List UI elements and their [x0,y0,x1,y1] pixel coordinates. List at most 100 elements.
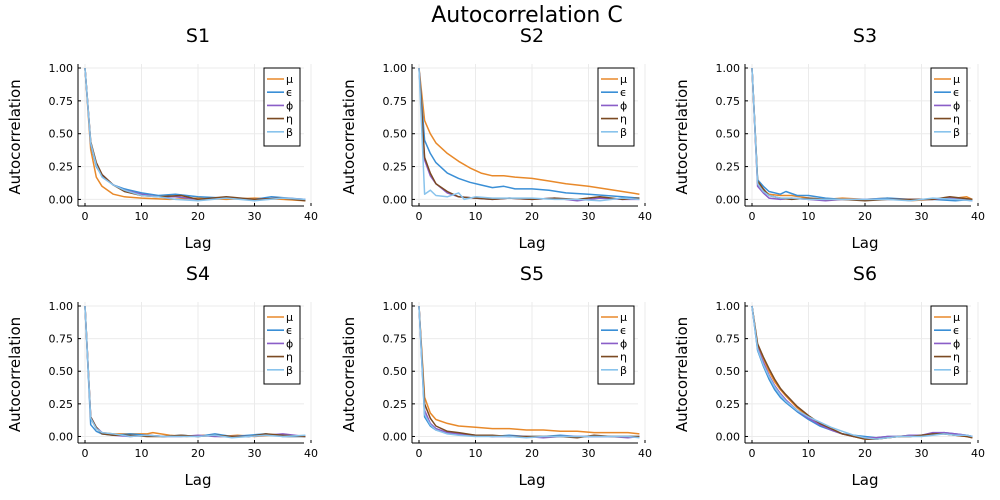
legend-label: ϕ [953,337,960,350]
legend-label: ϵ [620,86,627,99]
subplot-s2: 0 10 20 30 40 0.00 0.25 0.50 0.75 1.00 S2 Lag Autoco… [340,25,652,252]
y-tick-label: 1.00 [383,300,408,313]
series-line-4 [751,67,973,202]
series-line-4 [418,305,640,439]
series-line-3 [418,67,640,201]
legend-label: μ [953,311,960,324]
x-tick-label: 10 [469,447,483,460]
x-tick-label: 40 [638,210,652,223]
y-tick-label: 0.00 [383,430,408,443]
x-tick-label: 40 [304,210,318,223]
x-tick-label: 20 [858,447,872,460]
y-tick-label: 1.00 [49,62,74,75]
y-tick-label: 0.25 [716,398,741,411]
legend-label: η [953,113,960,126]
subplot-s5: 0 10 20 30 40 0.00 0.25 0.50 0.75 1.00 S5 Lag Autoco… [340,263,652,489]
y-tick-label: 0.00 [716,193,741,206]
y-tick-label: 0.25 [49,398,74,411]
y-tick-label: 0.75 [716,95,741,108]
x-tick-label: 0 [82,210,89,223]
x-tick-label: 30 [582,210,596,223]
subplot-s3: 0 10 20 30 40 0.00 0.25 0.50 0.75 1.00 S3 Lag Autoco… [673,25,985,252]
y-tick-label: 0.00 [716,430,741,443]
legend-label: ϕ [620,99,627,112]
x-axis-label: Lag [851,471,878,489]
x-tick-label: 0 [749,447,756,460]
legend-label: β [620,126,627,139]
legend-label: β [286,126,293,139]
x-tick-label: 40 [971,447,985,460]
subplot-title: S5 [520,263,544,285]
y-axis-label: Autocorrelation [340,317,358,432]
y-tick-label: 1.00 [383,62,408,75]
x-tick-label: 40 [638,447,652,460]
legend-label: μ [620,73,627,86]
legend-label: ϕ [953,99,960,112]
y-tick-label: 0.75 [383,95,408,108]
x-axis-label: Lag [184,234,211,252]
y-axis-label: Autocorrelation [340,79,358,194]
y-tick-label: 0.25 [716,161,741,174]
y-axis-label: Autocorrelation [673,79,691,194]
x-tick-label: 30 [582,447,596,460]
series-line-0 [418,305,640,435]
x-tick-label: 20 [525,210,539,223]
y-tick-label: 0.00 [383,193,408,206]
legend-box [263,67,301,147]
x-tick-label: 20 [191,210,205,223]
y-tick-label: 0.25 [383,398,408,411]
legend-label: ϕ [286,99,293,112]
legend-label: μ [286,73,293,86]
y-axis-label: Autocorrelation [6,79,24,194]
x-axis-label: Lag [184,471,211,489]
x-tick-label: 40 [304,447,318,460]
subplot-s1: 0 10 20 30 40 0.00 0.25 0.50 0.75 1.00 S1 Lag Autoco… [6,25,318,252]
legend-label: μ [620,311,627,324]
x-tick-label: 0 [82,447,89,460]
y-tick-label: 0.50 [383,365,408,378]
x-axis-label: Lag [518,234,545,252]
legend-label: η [620,351,627,364]
legend-label: η [286,351,293,364]
x-tick-label: 0 [749,210,756,223]
y-tick-label: 1.00 [49,300,74,313]
legend-label: β [620,364,627,377]
x-tick-label: 20 [858,210,872,223]
legend-label: μ [286,311,293,324]
legend-label: ϵ [620,324,627,337]
series-line-4 [418,67,640,202]
legend-label: ϵ [286,86,293,99]
subplot-s4: 0 10 20 30 40 0.00 0.25 0.50 0.75 1.00 S4 Lag Autoco… [6,263,318,489]
subplot-grid: 0 10 20 30 40 0.00 0.25 0.50 0.75 1.00 S1 Lag Autoco… [6,25,985,489]
x-tick-label: 10 [135,447,149,460]
x-tick-label: 20 [525,447,539,460]
legend-label: η [953,351,960,364]
x-tick-label: 10 [469,210,483,223]
y-tick-label: 0.75 [383,333,408,346]
y-axis-label: Autocorrelation [6,317,24,432]
figure-title: Autocorrelation C [431,3,622,28]
y-tick-label: 0.50 [716,128,741,141]
series-line-1 [418,67,640,199]
y-tick-label: 0.75 [49,333,74,346]
subplot-title: S6 [853,263,877,285]
x-tick-label: 30 [248,447,262,460]
x-tick-label: 20 [191,447,205,460]
x-tick-label: 30 [915,210,929,223]
x-tick-label: 10 [802,447,816,460]
series-line-4 [751,305,973,440]
y-tick-label: 1.00 [716,300,741,313]
subplot-title: S2 [520,25,544,47]
x-tick-label: 40 [971,210,985,223]
legend-box [930,305,968,385]
legend-label: ϵ [953,86,960,99]
y-tick-label: 0.50 [716,365,741,378]
series-line-0 [84,67,306,202]
legend-label: η [620,113,627,126]
x-tick-label: 10 [135,210,149,223]
